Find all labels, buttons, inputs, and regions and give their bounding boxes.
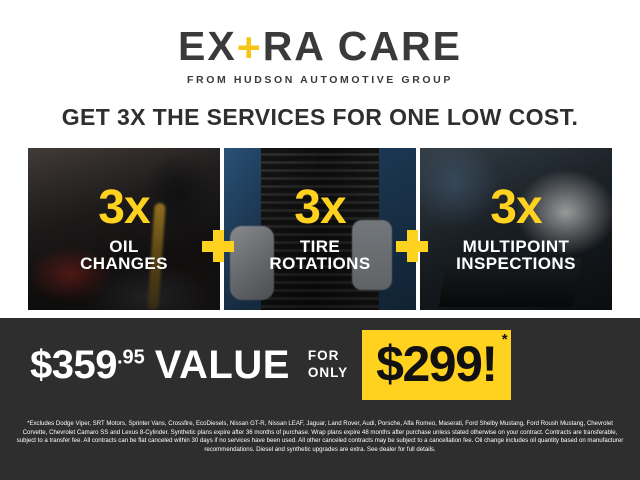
panel-scrim bbox=[224, 148, 416, 310]
panel-copy: 3x MULTIPOINT INSPECTIONS bbox=[420, 148, 612, 310]
panel-copy: 3x OIL CHANGES bbox=[28, 148, 220, 310]
tire-held-photo bbox=[224, 148, 416, 310]
service-panel-tire-rotations: 3x TIRE ROTATIONS bbox=[224, 148, 416, 310]
logo-tagline: FROM HUDSON AUTOMOTIVE GROUP bbox=[187, 74, 453, 86]
panel-copy: 3x TIRE ROTATIONS bbox=[224, 148, 416, 310]
service-label: TIRE ROTATIONS bbox=[269, 236, 371, 274]
sale-price: $299! bbox=[376, 336, 498, 392]
total-value: $359.95 VALUE bbox=[30, 345, 290, 385]
multiplier-label: 3x bbox=[294, 181, 346, 235]
panel-scrim bbox=[28, 148, 220, 310]
logo-wordmark: EX+RA CARE bbox=[0, 23, 640, 70]
service-panel-multipoint-inspections: 3x MULTIPOINT INSPECTIONS bbox=[420, 148, 612, 310]
asterisk-marker: * bbox=[501, 331, 508, 348]
logo-text-part2: RA CARE bbox=[262, 23, 462, 69]
value-amount: $359 bbox=[30, 343, 117, 387]
service-label: MULTIPOINT INSPECTIONS bbox=[456, 236, 576, 274]
service-panel-oil-changes: 3x OIL CHANGES bbox=[28, 148, 220, 310]
oil-pour-photo bbox=[28, 148, 220, 310]
multiplier-label: 3x bbox=[490, 181, 542, 235]
brand-logo: EX+RA CARE FROM HUDSON AUTOMOTIVE GROUP bbox=[0, 23, 640, 87]
value-word: VALUE bbox=[154, 343, 290, 387]
panel-scrim bbox=[420, 148, 612, 310]
for-only-label: FOR ONLY bbox=[307, 348, 349, 380]
value-cents: .95 bbox=[116, 346, 145, 369]
page-title: GET 3X THE SERVICES FOR ONE LOW COST. bbox=[61, 104, 579, 130]
plus-icon: + bbox=[236, 24, 263, 70]
service-label: OIL CHANGES bbox=[80, 236, 168, 274]
sale-price-box: $299! * bbox=[362, 330, 511, 400]
disclaimer-text: *Excludes Dodge Viper, SRT Motors, Sprin… bbox=[0, 412, 640, 480]
service-panels: 3x OIL CHANGES 3x TIRE ROTATIONS 3x MULT… bbox=[28, 148, 612, 310]
multiplier-label: 3x bbox=[98, 181, 150, 235]
logo-text-part1: EX bbox=[178, 23, 237, 69]
price-band: $359.95 VALUE FOR ONLY $299! * bbox=[0, 318, 640, 412]
laptop-diagnostics-photo bbox=[420, 148, 612, 310]
